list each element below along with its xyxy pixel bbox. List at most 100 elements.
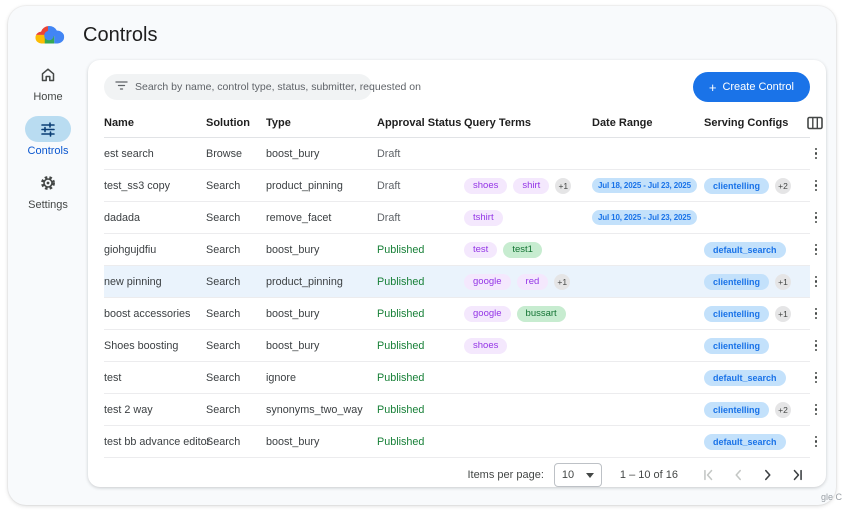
first-page-button[interactable] (698, 465, 718, 485)
pagination-controls (698, 465, 808, 485)
cell-name: test bb advance editor (104, 435, 211, 448)
row-menu-button[interactable] (807, 337, 825, 355)
cell-serving-configs: clientelling +2 (704, 401, 805, 418)
sidebar-item-controls[interactable]: Controls (25, 116, 71, 157)
query-term-chip: bussart (516, 305, 566, 322)
serving-config-chip: clientelling (704, 401, 770, 418)
cell-type: boost_bury (266, 435, 320, 448)
cell-name: test 2 way (104, 403, 153, 416)
gear-icon (25, 170, 71, 196)
table-body: est search Browse boost_bury Draft test_… (104, 138, 818, 458)
table-header: Name Solution Type Approval Status Query… (104, 108, 823, 138)
cell-serving-configs: clientelling +2 (704, 177, 805, 194)
cell-solution: Search (206, 339, 241, 352)
create-control-button[interactable]: + Create Control (692, 72, 810, 102)
table-row[interactable]: dadada Search remove_facet Draft tshirt … (104, 202, 818, 234)
search-input[interactable]: Search by name, control type, status, su… (104, 74, 421, 100)
row-menu-button[interactable] (807, 369, 825, 387)
serving-config-chip: clientelling (704, 305, 770, 322)
cell-name: dadada (104, 211, 141, 224)
cell-type: remove_facet (266, 211, 332, 224)
table-row[interactable]: test 2 way Search synonyms_two_way Publi… (104, 394, 818, 426)
cell-solution: Search (206, 307, 241, 320)
cell-name: Shoes boosting (104, 339, 179, 352)
sidebar-item-label: Settings (28, 199, 68, 211)
table-row[interactable]: est search Browse boost_bury Draft (104, 138, 818, 170)
row-menu-button[interactable] (807, 401, 825, 419)
row-menu-button[interactable] (807, 305, 825, 323)
cell-query-terms: google bussart (464, 305, 590, 322)
query-term-chip: tshirt (464, 209, 503, 226)
table-row[interactable]: Shoes boosting Search boost_bury Publish… (104, 330, 818, 362)
last-page-button[interactable] (788, 465, 808, 485)
tune-icon (25, 116, 71, 142)
row-menu-button[interactable] (807, 145, 825, 163)
cell-name: giohgujdfiu (104, 243, 157, 256)
row-menu-button[interactable] (807, 273, 825, 291)
cell-solution: Search (206, 371, 241, 384)
cell-solution: Search (206, 435, 241, 448)
table-row[interactable]: test Search ignore Published default_sea… (104, 362, 818, 394)
more-terms-badge: +1 (554, 273, 571, 290)
sidebar-item-settings[interactable]: Settings (25, 170, 71, 211)
column-header-serving-configs: Serving Configs (704, 116, 789, 129)
sidebar-item-home[interactable]: Home (25, 62, 71, 103)
controls-card: Search by name, control type, status, su… (88, 60, 826, 487)
table-row[interactable]: giohgujdfiu Search boost_bury Published … (104, 234, 818, 266)
cell-solution: Browse (206, 147, 243, 160)
cell-name: test_ss3 copy (104, 179, 171, 192)
serving-config-chip: default_search (704, 369, 786, 386)
sidebar-item-label: Controls (27, 145, 69, 157)
column-header-solution: Solution (206, 116, 250, 129)
column-header-query-terms: Query Terms (464, 116, 532, 129)
cell-solution: Search (206, 211, 241, 224)
cell-type: product_pinning (266, 179, 343, 192)
cell-query-terms: google red +1 (464, 273, 590, 290)
more-configs-badge: +1 (775, 305, 792, 322)
cell-name: test (104, 371, 122, 384)
next-page-button[interactable] (758, 465, 778, 485)
cell-serving-configs: clientelling +1 (704, 273, 805, 290)
status-badge: Published (377, 403, 425, 416)
cell-query-terms: shoes (464, 337, 590, 354)
row-menu-button[interactable] (807, 433, 825, 451)
table-row[interactable]: test bb advance editor Search boost_bury… (104, 426, 818, 458)
query-term-chip: test (464, 241, 498, 258)
row-menu-button[interactable] (807, 177, 825, 195)
plus-icon: + (708, 79, 717, 95)
more-configs-badge: +2 (775, 177, 792, 194)
table-row[interactable]: test_ss3 copy Search product_pinning Dra… (104, 170, 818, 202)
cell-type: boost_bury (266, 339, 320, 352)
sidebar-item-label: Home (33, 91, 63, 103)
query-term-chip: google (464, 273, 511, 290)
date-range-chip: Jul 18, 2025 - Jul 23, 2025 (592, 178, 697, 193)
cell-solution: Search (206, 179, 241, 192)
table-row[interactable]: new pinning Search product_pinning Publi… (104, 266, 818, 298)
column-header-date-range: Date Range (592, 116, 653, 129)
items-per-page-value: 10 (561, 469, 575, 481)
cell-solution: Search (206, 403, 241, 416)
table-row[interactable]: boost accessories Search boost_bury Publ… (104, 298, 818, 330)
items-per-page-select[interactable]: 10 (553, 463, 602, 487)
cell-serving-configs: default_search (704, 433, 805, 450)
google-cloud-logo (35, 25, 65, 44)
more-terms-badge: +1 (555, 177, 572, 194)
cell-solution: Search (206, 275, 241, 288)
cell-serving-configs: clientelling +1 (704, 305, 805, 322)
table-footer: Items per page: 10 1 – 10 of 16 (104, 458, 810, 492)
column-picker-icon[interactable] (807, 116, 823, 130)
more-configs-badge: +1 (775, 273, 792, 290)
serving-config-chip: default_search (704, 241, 786, 258)
status-badge: Published (377, 243, 425, 256)
row-menu-button[interactable] (807, 209, 825, 227)
status-badge: Published (377, 371, 425, 384)
cell-solution: Search (206, 243, 241, 256)
query-term-chip: google (464, 305, 511, 322)
cell-query-terms: shoes shirt +1 (464, 177, 590, 194)
row-menu-button[interactable] (807, 241, 825, 259)
cell-serving-configs: default_search (704, 369, 805, 386)
date-range-chip: Jul 10, 2025 - Jul 23, 2025 (592, 210, 697, 225)
previous-page-button[interactable] (728, 465, 748, 485)
items-per-page-label: Items per page: (467, 469, 544, 481)
cell-date-range: Jul 10, 2025 - Jul 23, 2025 (592, 210, 702, 225)
